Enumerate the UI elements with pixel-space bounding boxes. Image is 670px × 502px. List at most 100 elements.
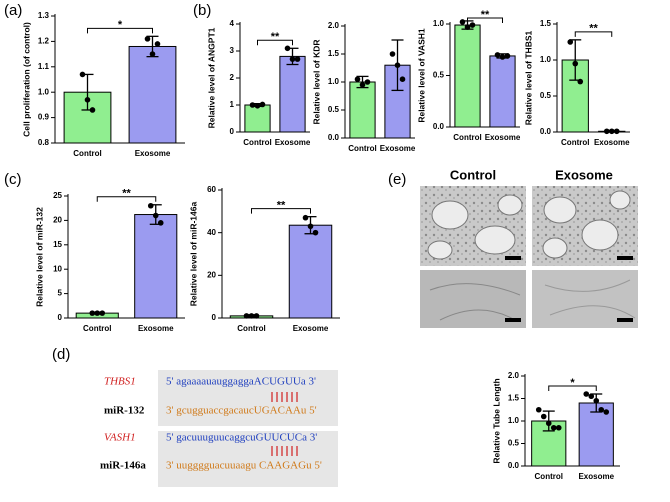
micrographs — [420, 186, 638, 328]
bar — [561, 59, 589, 133]
data-point — [464, 24, 471, 30]
significance-bracket — [548, 385, 597, 391]
bar — [279, 55, 306, 133]
data-point — [364, 79, 371, 85]
x-tick-label: Control — [83, 324, 111, 333]
image-column: Exosome — [555, 167, 613, 182]
significance-bracket — [574, 31, 613, 37]
data-point — [89, 107, 96, 113]
y-tick-label: 1.5 — [508, 394, 520, 403]
data-point — [603, 409, 610, 415]
x-tick-label: Control — [243, 138, 271, 147]
data-point — [354, 76, 361, 82]
significance-bracket — [251, 208, 311, 214]
pairing — [271, 392, 298, 456]
data-point — [243, 313, 250, 319]
bar — [454, 24, 481, 128]
data-point — [598, 406, 605, 413]
data-point — [249, 102, 256, 108]
data-point — [499, 54, 506, 60]
data-point — [99, 310, 106, 316]
bar — [489, 55, 516, 128]
y-tick-label: 0.9 — [38, 113, 50, 122]
data-point — [588, 393, 595, 400]
y-tick-label: 20 — [207, 270, 216, 279]
seq-box — [158, 431, 338, 487]
gene: THBS1 — [104, 376, 136, 388]
y-axis-label: Relative level of miR-132 — [34, 207, 44, 307]
y-tick-label: 0.5 — [508, 439, 520, 448]
mirna: miR-132 — [104, 405, 145, 417]
significance: ** — [589, 23, 598, 35]
significance: ** — [481, 9, 490, 21]
data-point — [545, 420, 552, 427]
data-point — [302, 214, 309, 221]
y-tick-label: 1.0 — [433, 19, 445, 28]
x-tick-label: Exosome — [135, 149, 171, 158]
significance-bracket — [257, 39, 293, 46]
data-point — [583, 391, 590, 397]
y-tick-label: 2.0 — [508, 371, 520, 380]
data-point — [294, 56, 301, 62]
y-tick-label: 25 — [53, 191, 62, 200]
significance: ** — [277, 200, 286, 212]
data-point — [259, 101, 266, 108]
data-point — [307, 223, 314, 230]
data-point — [144, 36, 151, 42]
y-tick-label: 0.0 — [433, 122, 445, 131]
image-column: Control — [450, 167, 496, 182]
data-point — [394, 62, 401, 68]
y-tick-label: 0.5 — [328, 105, 340, 114]
data-point — [84, 97, 91, 103]
y-axis-label: Relative level of THBS1 — [523, 30, 533, 125]
y-tick-label: 2.0 — [328, 21, 340, 30]
y-tick-label: 1.5 — [328, 49, 340, 58]
y-tick-label: 2 — [230, 73, 235, 82]
gene: VASH1 — [104, 432, 136, 444]
y-tick-label: 5 — [58, 289, 63, 298]
y-tick-label: 40 — [207, 228, 216, 237]
data-point — [152, 212, 159, 219]
significance: ** — [122, 188, 131, 200]
data-point — [359, 82, 366, 88]
data-point — [79, 71, 86, 78]
y-tick-label: 0 — [230, 127, 235, 136]
y-tick-label: 0.0 — [328, 133, 340, 142]
y-tick-label: 1.0 — [540, 55, 552, 64]
x-tick-label: Exosome — [485, 133, 521, 142]
target-seq: 5' agaaaauauggaggaACUGUUa 3' — [166, 376, 316, 388]
x-tick-label: Control — [348, 144, 376, 153]
significance: * — [118, 19, 123, 31]
data-point — [312, 229, 319, 236]
y-tick-label: 0 — [58, 313, 63, 322]
data-point — [149, 51, 156, 57]
y-tick-label: 20 — [53, 216, 62, 225]
y-axis-label: Relative Tube Length — [491, 378, 501, 463]
bar — [134, 214, 178, 319]
x-tick-label: Exosome — [578, 472, 614, 481]
data-point — [284, 45, 291, 52]
panel-label: (a) — [4, 2, 22, 19]
y-tick-label: 1.0 — [508, 416, 520, 425]
data-point — [389, 51, 396, 57]
y-tick-label: 0.0 — [508, 461, 520, 470]
y-axis-label: Relative level of ANGPT1 — [206, 27, 216, 128]
data-point — [550, 424, 557, 431]
data-point — [154, 41, 161, 47]
data-point — [613, 128, 620, 135]
data-point — [504, 53, 511, 59]
panel-label: (c) — [4, 171, 22, 188]
mirna: miR-146a — [100, 460, 146, 472]
data-point — [157, 220, 164, 226]
significance-bracket — [467, 17, 503, 23]
y-tick-label: 0.5 — [433, 71, 445, 80]
x-tick-label: Control — [237, 324, 265, 333]
data-point — [555, 424, 562, 431]
y-tick-label: 1.0 — [38, 87, 50, 96]
data-point — [593, 397, 600, 404]
y-tick-label: 60 — [207, 185, 216, 194]
data-point — [577, 78, 584, 85]
bar — [349, 81, 376, 139]
y-axis-label: Relative level of miR-146a — [188, 202, 198, 307]
